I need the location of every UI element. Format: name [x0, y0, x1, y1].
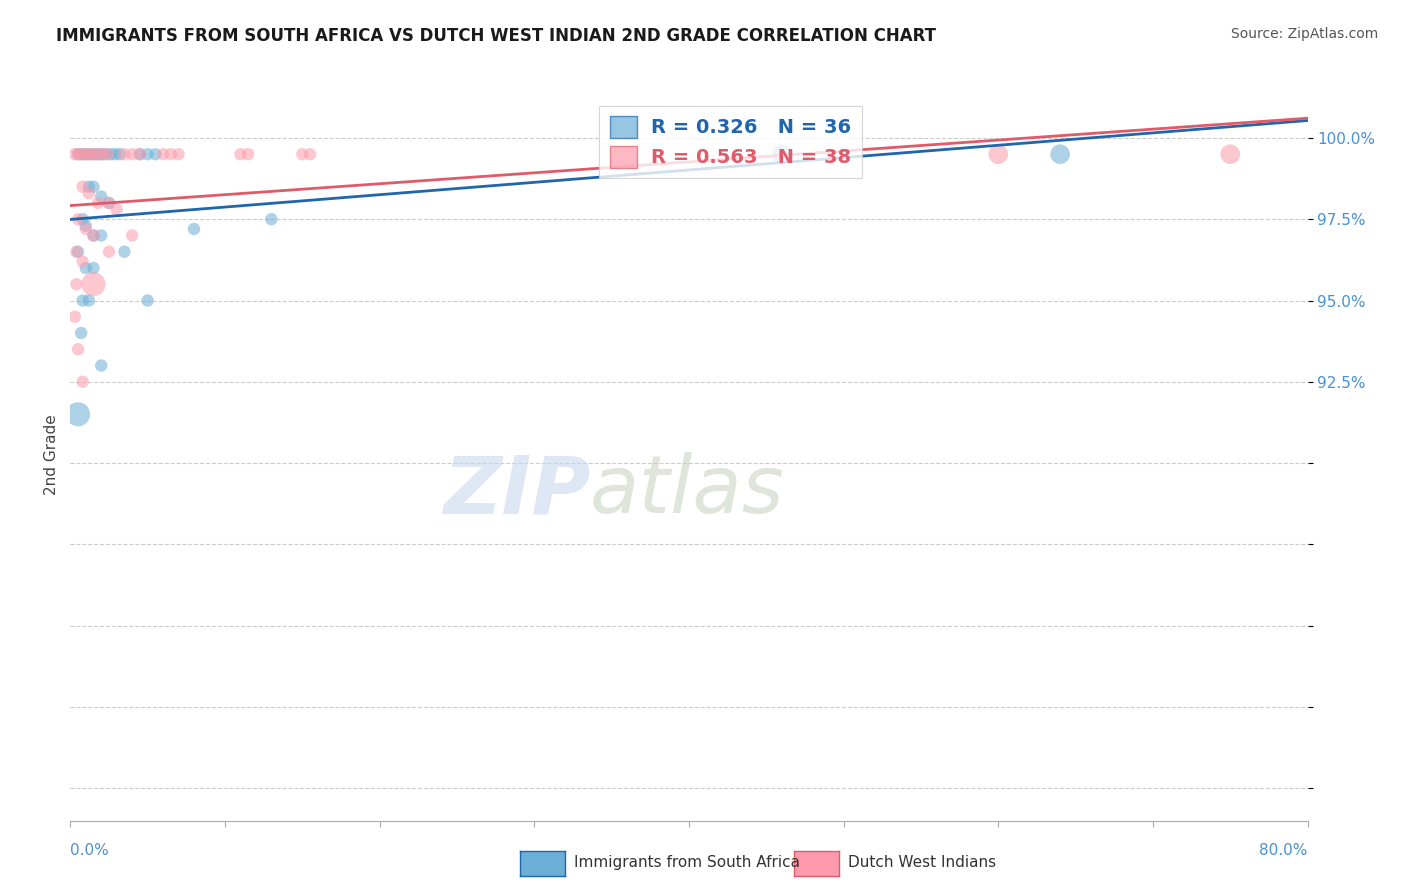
- Point: [82, 277, 105, 292]
- Text: Dutch West Indians: Dutch West Indians: [848, 855, 995, 870]
- Point: [72, 293, 94, 308]
- Point: [152, 147, 174, 161]
- Point: [260, 212, 283, 227]
- Point: [75, 147, 97, 161]
- Point: [770, 147, 793, 161]
- Point: [75, 219, 97, 233]
- Point: [67, 147, 90, 161]
- Point: [82, 228, 105, 243]
- Point: [1049, 147, 1071, 161]
- Point: [72, 212, 94, 227]
- Point: [98, 196, 120, 211]
- Point: [75, 260, 97, 275]
- Point: [65, 244, 87, 259]
- Point: [91, 147, 114, 161]
- Point: [96, 147, 118, 161]
- Point: [229, 147, 252, 161]
- Point: [70, 326, 93, 340]
- Text: Source: ZipAtlas.com: Source: ZipAtlas.com: [1230, 27, 1378, 41]
- Text: Immigrants from South Africa: Immigrants from South Africa: [574, 855, 800, 870]
- Point: [87, 196, 110, 211]
- Point: [114, 244, 135, 259]
- Point: [77, 293, 100, 308]
- Point: [72, 147, 94, 161]
- Point: [121, 228, 143, 243]
- Point: [129, 147, 152, 161]
- Point: [105, 202, 128, 217]
- Point: [160, 147, 183, 161]
- Point: [90, 359, 112, 373]
- Point: [90, 189, 112, 203]
- Text: IMMIGRANTS FROM SOUTH AFRICA VS DUTCH WEST INDIAN 2ND GRADE CORRELATION CHART: IMMIGRANTS FROM SOUTH AFRICA VS DUTCH WE…: [56, 27, 936, 45]
- Point: [65, 277, 87, 292]
- Point: [121, 147, 143, 161]
- Point: [87, 147, 110, 161]
- Point: [72, 254, 94, 268]
- Point: [72, 375, 94, 389]
- Point: [82, 260, 105, 275]
- Point: [90, 147, 112, 161]
- Point: [90, 228, 112, 243]
- Point: [77, 179, 100, 194]
- Point: [291, 147, 314, 161]
- Legend: R = 0.326   N = 36, R = 0.563   N = 38: R = 0.326 N = 36, R = 0.563 N = 38: [599, 105, 862, 178]
- Point: [238, 147, 260, 161]
- Point: [1219, 147, 1241, 161]
- Point: [63, 310, 86, 324]
- Point: [136, 147, 159, 161]
- Point: [108, 147, 131, 161]
- Point: [100, 147, 122, 161]
- Point: [129, 147, 152, 161]
- Point: [94, 147, 117, 161]
- Point: [67, 147, 90, 161]
- Point: [63, 147, 86, 161]
- Text: ZIP: ZIP: [443, 452, 591, 531]
- Point: [82, 228, 105, 243]
- Point: [72, 179, 94, 194]
- Point: [104, 147, 127, 161]
- Point: [77, 186, 100, 201]
- Point: [75, 222, 97, 236]
- Point: [67, 407, 90, 421]
- Point: [82, 179, 105, 194]
- Point: [79, 147, 101, 161]
- Point: [67, 343, 90, 357]
- Y-axis label: 2nd Grade: 2nd Grade: [44, 415, 59, 495]
- Point: [70, 147, 93, 161]
- Point: [987, 147, 1010, 161]
- Point: [67, 212, 90, 227]
- Point: [98, 244, 120, 259]
- Point: [183, 222, 205, 236]
- Point: [145, 147, 166, 161]
- Point: [75, 147, 97, 161]
- Point: [114, 147, 135, 161]
- Point: [98, 196, 120, 211]
- Text: 0.0%: 0.0%: [70, 843, 110, 858]
- Point: [77, 147, 100, 161]
- Point: [87, 147, 110, 161]
- Point: [167, 147, 190, 161]
- Point: [67, 244, 90, 259]
- Text: 80.0%: 80.0%: [1260, 843, 1308, 858]
- Point: [136, 293, 159, 308]
- Point: [82, 147, 105, 161]
- Text: atlas: atlas: [591, 452, 785, 531]
- Point: [299, 147, 322, 161]
- Point: [82, 147, 105, 161]
